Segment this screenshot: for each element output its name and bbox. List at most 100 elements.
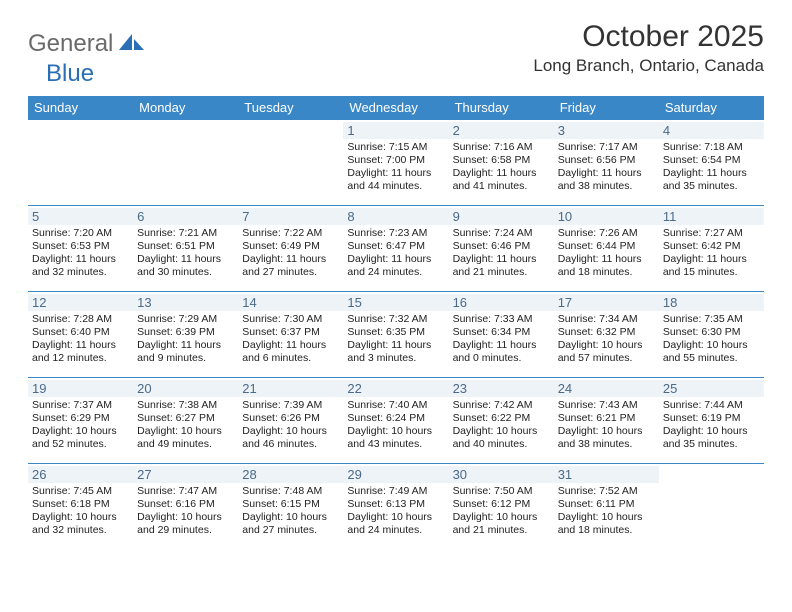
calendar-cell: 24Sunrise: 7:43 AMSunset: 6:21 PMDayligh… xyxy=(554,377,659,463)
calendar-cell: 8 Sunrise: 7:23 AMSunset: 6:47 PMDaylight… xyxy=(343,205,448,291)
day-info: Sunrise: 7:21 AMSunset: 6:51 PMDaylight:… xyxy=(137,227,234,280)
day-number: 7 xyxy=(238,208,343,225)
day-number: 25 xyxy=(659,380,764,397)
day-number: 24 xyxy=(554,380,659,397)
weekday-header: Sunday xyxy=(28,96,133,119)
calendar-cell: 25 Sunrise: 7:44 AMSunset: 6:19 PMDayligh… xyxy=(659,377,764,463)
day-info: Sunrise: 7:33 AMSunset: 6:34 PMDaylight:… xyxy=(453,313,550,366)
calendar-cell: 20Sunrise: 7:38 AMSunset: 6:27 PMDayligh… xyxy=(133,377,238,463)
calendar-cell: 28Sunrise: 7:48 AMSunset: 6:15 PMDayligh… xyxy=(238,463,343,549)
day-info: Sunrise: 7:49 AMSunset: 6:13 PMDaylight:… xyxy=(347,485,444,538)
calendar-cell: 9 Sunrise: 7:24 AMSunset: 6:46 PMDaylight… xyxy=(449,205,554,291)
day-number: 18 xyxy=(659,294,764,311)
day-info: Sunrise: 7:30 AMSunset: 6:37 PMDaylight:… xyxy=(242,313,339,366)
calendar-cell: 14Sunrise: 7:30 AMSunset: 6:37 PMDayligh… xyxy=(238,291,343,377)
day-number: 8 xyxy=(343,208,448,225)
day-info: Sunrise: 7:27 AMSunset: 6:42 PMDaylight:… xyxy=(663,227,760,280)
day-info: Sunrise: 7:17 AMSunset: 6:56 PMDaylight:… xyxy=(558,141,655,194)
day-number: 10 xyxy=(554,208,659,225)
calendar-cell: 1 Sunrise: 7:15 AMSunset: 7:00 PMDaylight… xyxy=(343,119,448,205)
calendar-cell: 18 Sunrise: 7:35 AMSunset: 6:30 PMDayligh… xyxy=(659,291,764,377)
day-info: Sunrise: 7:40 AMSunset: 6:24 PMDaylight:… xyxy=(347,399,444,452)
day-info: Sunrise: 7:32 AMSunset: 6:35 PMDaylight:… xyxy=(347,313,444,366)
weekday-header: Wednesday xyxy=(343,96,448,119)
calendar-cell: 2 Sunrise: 7:16 AMSunset: 6:58 PMDaylight… xyxy=(449,119,554,205)
day-number: 27 xyxy=(133,466,238,483)
calendar-cell: 10 Sunrise: 7:26 AMSunset: 6:44 PMDayligh… xyxy=(554,205,659,291)
day-info: Sunrise: 7:42 AMSunset: 6:22 PMDaylight:… xyxy=(453,399,550,452)
calendar-cell: 12 Sunrise: 7:28 AMSunset: 6:40 PMDayligh… xyxy=(28,291,133,377)
calendar-cell: . xyxy=(133,119,238,205)
brand-logo: General xyxy=(28,20,147,58)
day-number: 12 xyxy=(28,294,133,311)
day-number: 22 xyxy=(343,380,448,397)
calendar-cell: 5 Sunrise: 7:20 AMSunset: 6:53 PMDaylight… xyxy=(28,205,133,291)
calendar-cell: . xyxy=(659,463,764,549)
day-info: Sunrise: 7:44 AMSunset: 6:19 PMDaylight:… xyxy=(663,399,760,452)
day-number: 19 xyxy=(28,380,133,397)
weekday-header: Monday xyxy=(133,96,238,119)
day-info: Sunrise: 7:28 AMSunset: 6:40 PMDaylight:… xyxy=(32,313,129,366)
calendar-cell: 13 Sunrise: 7:29 AMSunset: 6:39 PMDayligh… xyxy=(133,291,238,377)
day-info: Sunrise: 7:37 AMSunset: 6:29 PMDaylight:… xyxy=(32,399,129,452)
calendar-body: ...1Sunrise: 7:15 AMSunset: 7:00 PMDayli… xyxy=(28,119,764,549)
calendar-cell: . xyxy=(238,119,343,205)
day-number: 21 xyxy=(238,380,343,397)
brand-sail-icon xyxy=(119,32,145,57)
day-number: 29 xyxy=(343,466,448,483)
day-number: 30 xyxy=(449,466,554,483)
day-info: Sunrise: 7:20 AMSunset: 6:53 PMDaylight:… xyxy=(32,227,129,280)
day-info: Sunrise: 7:34 AMSunset: 6:32 PMDaylight:… xyxy=(558,313,655,366)
calendar-cell: 30 Sunrise: 7:50 AMSunset: 6:12 PMDayligh… xyxy=(449,463,554,549)
day-number: 15 xyxy=(343,294,448,311)
day-number: 9 xyxy=(449,208,554,225)
day-number: 16 xyxy=(449,294,554,311)
day-number: 23 xyxy=(449,380,554,397)
calendar-cell: 6Sunrise: 7:21 AMSunset: 6:51 PMDaylight… xyxy=(133,205,238,291)
calendar-cell: . xyxy=(28,119,133,205)
weekday-header: Tuesday xyxy=(238,96,343,119)
brand-part2: Blue xyxy=(46,60,94,88)
calendar-cell: 15 Sunrise: 7:32 AMSunset: 6:35 PMDayligh… xyxy=(343,291,448,377)
calendar-cell: 17 Sunrise: 7:34 AMSunset: 6:32 PMDayligh… xyxy=(554,291,659,377)
calendar-cell: 4 Sunrise: 7:18 AMSunset: 6:54 PMDaylight… xyxy=(659,119,764,205)
calendar-cell: 16 Sunrise: 7:33 AMSunset: 6:34 PMDayligh… xyxy=(449,291,554,377)
day-info: Sunrise: 7:26 AMSunset: 6:44 PMDaylight:… xyxy=(558,227,655,280)
day-number: 17 xyxy=(554,294,659,311)
day-info: Sunrise: 7:18 AMSunset: 6:54 PMDaylight:… xyxy=(663,141,760,194)
day-info: Sunrise: 7:38 AMSunset: 6:27 PMDaylight:… xyxy=(137,399,234,452)
day-info: Sunrise: 7:39 AMSunset: 6:26 PMDaylight:… xyxy=(242,399,339,452)
calendar-cell: 19 Sunrise: 7:37 AMSunset: 6:29 PMDayligh… xyxy=(28,377,133,463)
day-number: 26 xyxy=(28,466,133,483)
calendar-cell: 26Sunrise: 7:45 AMSunset: 6:18 PMDayligh… xyxy=(28,463,133,549)
month-title: October 2025 xyxy=(533,20,764,54)
day-number: 31 xyxy=(554,466,659,483)
day-info: Sunrise: 7:50 AMSunset: 6:12 PMDaylight:… xyxy=(453,485,550,538)
day-number: 1 xyxy=(343,122,448,139)
day-info: Sunrise: 7:35 AMSunset: 6:30 PMDaylight:… xyxy=(663,313,760,366)
day-info: Sunrise: 7:16 AMSunset: 6:58 PMDaylight:… xyxy=(453,141,550,194)
day-number: 13 xyxy=(133,294,238,311)
day-number: 4 xyxy=(659,122,764,139)
calendar-cell: 21 Sunrise: 7:39 AMSunset: 6:26 PMDayligh… xyxy=(238,377,343,463)
day-info: Sunrise: 7:47 AMSunset: 6:16 PMDaylight:… xyxy=(137,485,234,538)
day-info: Sunrise: 7:52 AMSunset: 6:11 PMDaylight:… xyxy=(558,485,655,538)
day-number: 2 xyxy=(449,122,554,139)
day-info: Sunrise: 7:24 AMSunset: 6:46 PMDaylight:… xyxy=(453,227,550,280)
title-block: October 2025 Long Branch, Ontario, Canad… xyxy=(533,20,764,76)
calendar-head: SundayMondayTuesdayWednesdayThursdayFrid… xyxy=(28,96,764,119)
day-number: 11 xyxy=(659,208,764,225)
weekday-header: Saturday xyxy=(659,96,764,119)
calendar-cell: 22 Sunrise: 7:40 AMSunset: 6:24 PMDayligh… xyxy=(343,377,448,463)
day-info: Sunrise: 7:15 AMSunset: 7:00 PMDaylight:… xyxy=(347,141,444,194)
day-number: 28 xyxy=(238,466,343,483)
weekday-header: Friday xyxy=(554,96,659,119)
calendar-cell: 7Sunrise: 7:22 AMSunset: 6:49 PMDaylight… xyxy=(238,205,343,291)
calendar-cell: 11 Sunrise: 7:27 AMSunset: 6:42 PMDayligh… xyxy=(659,205,764,291)
day-info: Sunrise: 7:29 AMSunset: 6:39 PMDaylight:… xyxy=(137,313,234,366)
brand-part1: General xyxy=(28,30,113,58)
calendar-cell: 23 Sunrise: 7:42 AMSunset: 6:22 PMDayligh… xyxy=(449,377,554,463)
day-number: 5 xyxy=(28,208,133,225)
day-info: Sunrise: 7:23 AMSunset: 6:47 PMDaylight:… xyxy=(347,227,444,280)
day-number: 3 xyxy=(554,122,659,139)
